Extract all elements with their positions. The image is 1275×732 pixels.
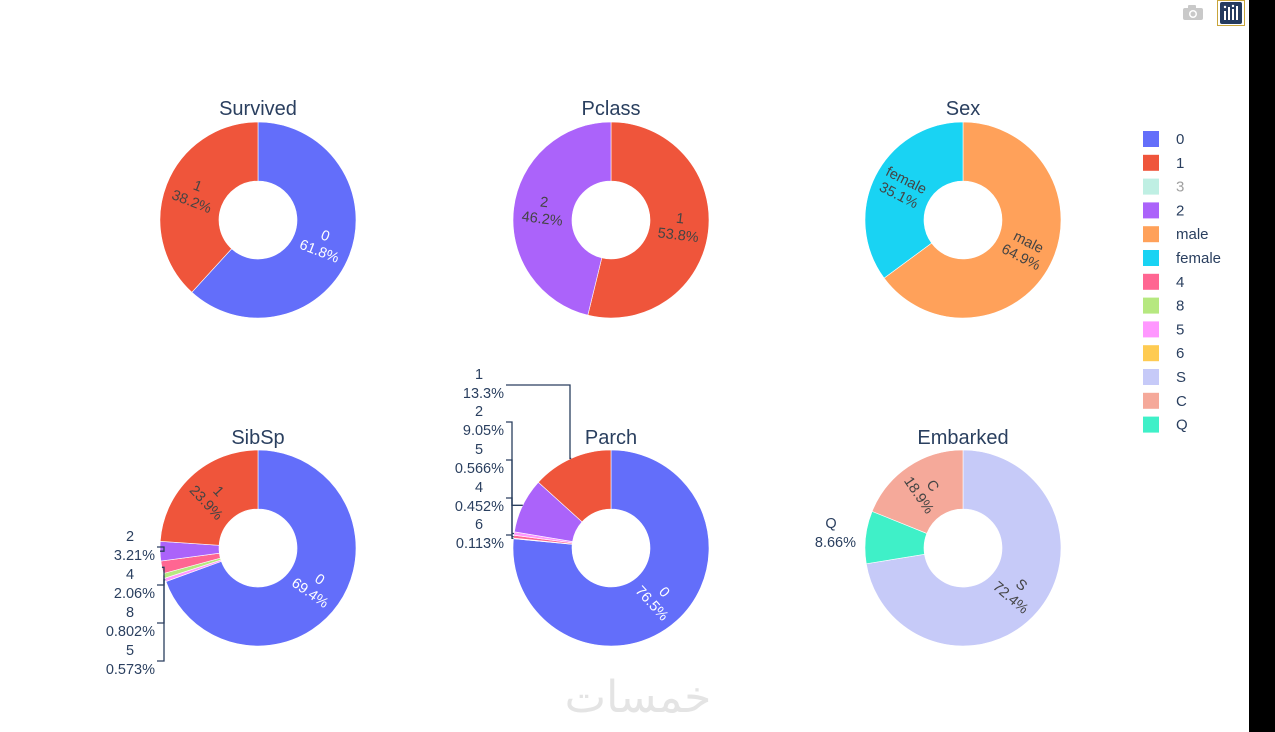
legend-item-4[interactable]: 4 (1143, 273, 1184, 291)
legend-swatch (1143, 321, 1159, 338)
plotly-logo-icon (1220, 2, 1242, 24)
slice-outside-label: 2 3.21% (114, 529, 155, 564)
camera-icon (1183, 5, 1203, 20)
legend-label: 2 (1176, 202, 1184, 219)
slice-outside-label: 4 0.452% (455, 480, 504, 515)
leader-line (506, 459, 515, 535)
legend-label: 8 (1176, 298, 1184, 315)
subplot-title: Embarked (917, 427, 1008, 449)
legend-swatch (1143, 131, 1159, 147)
legend-label: 6 (1176, 345, 1184, 362)
slice-outside-label: 8 0.802% (106, 605, 155, 640)
slice-label: 246.2% (521, 192, 566, 229)
pie-slice-2[interactable] (512, 121, 612, 316)
legend-item-1[interactable]: 1 (1143, 154, 1184, 172)
slice-outside-label: 4 2.06% (114, 567, 155, 602)
legend-label: C (1176, 393, 1187, 410)
pie-slice-1[interactable] (537, 449, 612, 523)
leader-line (506, 421, 523, 506)
slice-label: 153.8% (657, 209, 702, 246)
legend-swatch (1143, 202, 1159, 219)
leader-line (157, 546, 165, 552)
legend-item-8[interactable]: 8 (1143, 297, 1184, 315)
subplot-title: SibSp (231, 427, 284, 449)
legend-item-male[interactable]: male (1143, 226, 1209, 243)
window-edge (1249, 0, 1275, 732)
slice-outside-label: 5 0.566% (455, 442, 504, 477)
subplot-title: Parch (585, 427, 637, 449)
legend: 0 1 3 2 male female 4 8 5 6 SCQ (1143, 131, 1221, 434)
subplot-title: Sex (946, 98, 980, 120)
legend-swatch (1143, 178, 1159, 195)
plotly-logo-button[interactable] (1217, 0, 1245, 26)
download-png-button[interactable] (1178, 0, 1206, 26)
pie-slice-0[interactable] (512, 449, 710, 647)
slice-outside-label: 5 0.573% (106, 643, 155, 678)
legend-item-3[interactable]: 3 (1143, 178, 1184, 196)
legend-item-2[interactable]: 2 (1143, 202, 1184, 219)
pie-slice-C[interactable] (871, 449, 964, 534)
slice-outside-label: 2 9.05% (463, 404, 504, 439)
legend-label: 0 (1176, 131, 1184, 148)
pie-chart-pclass: Pclass 153.8% 246.2% (512, 98, 710, 319)
leader-line (506, 384, 572, 460)
legend-swatch (1143, 297, 1159, 314)
legend-item-S[interactable]: S (1143, 369, 1186, 386)
pie-slice-male[interactable] (883, 121, 1062, 319)
watermark-text: خمسات (565, 672, 712, 723)
legend-label: 3 (1176, 179, 1184, 196)
legend-item-Q[interactable]: Q (1143, 416, 1188, 434)
legend-swatch (1143, 250, 1159, 266)
subplot-title: Pclass (582, 98, 641, 120)
pie-slice-1[interactable] (159, 121, 259, 293)
legend-item-female[interactable]: female (1143, 250, 1221, 267)
legend-item-6[interactable]: 6 (1143, 345, 1184, 362)
legend-item-0[interactable]: 0 (1143, 131, 1184, 148)
legend-swatch (1143, 345, 1159, 362)
pie-slice-female[interactable] (864, 121, 964, 279)
pie-slice-S[interactable] (865, 449, 1062, 647)
legend-swatch (1143, 416, 1159, 433)
legend-label: 5 (1176, 321, 1184, 338)
legend-swatch (1143, 154, 1159, 171)
legend-label: Q (1176, 417, 1188, 434)
legend-item-5[interactable]: 5 (1143, 321, 1184, 338)
pie-slice-1[interactable] (587, 121, 710, 319)
legend-swatch (1143, 392, 1159, 409)
legend-label: S (1176, 369, 1186, 386)
leader-line (157, 575, 165, 624)
pie-slice-0[interactable] (191, 121, 357, 319)
legend-label: 4 (1176, 274, 1184, 291)
pie-slice-1[interactable] (159, 449, 259, 546)
legend-item-C[interactable]: C (1143, 392, 1187, 410)
legend-label: male (1176, 226, 1209, 243)
slice-outside-label: Q 8.66% (815, 516, 856, 551)
pie-slice-0[interactable] (165, 449, 357, 647)
legend-label: female (1176, 250, 1221, 267)
legend-swatch (1143, 226, 1159, 243)
subplot-title: Survived (219, 98, 297, 120)
legend-label: 1 (1176, 155, 1184, 172)
modebar (1176, 0, 1248, 26)
legend-swatch (1143, 369, 1159, 385)
leader-line (157, 566, 165, 586)
slice-outside-label: 1 13.3% (463, 367, 504, 402)
legend-swatch (1143, 273, 1159, 290)
slice-outside-label: 6 0.113% (456, 517, 504, 552)
